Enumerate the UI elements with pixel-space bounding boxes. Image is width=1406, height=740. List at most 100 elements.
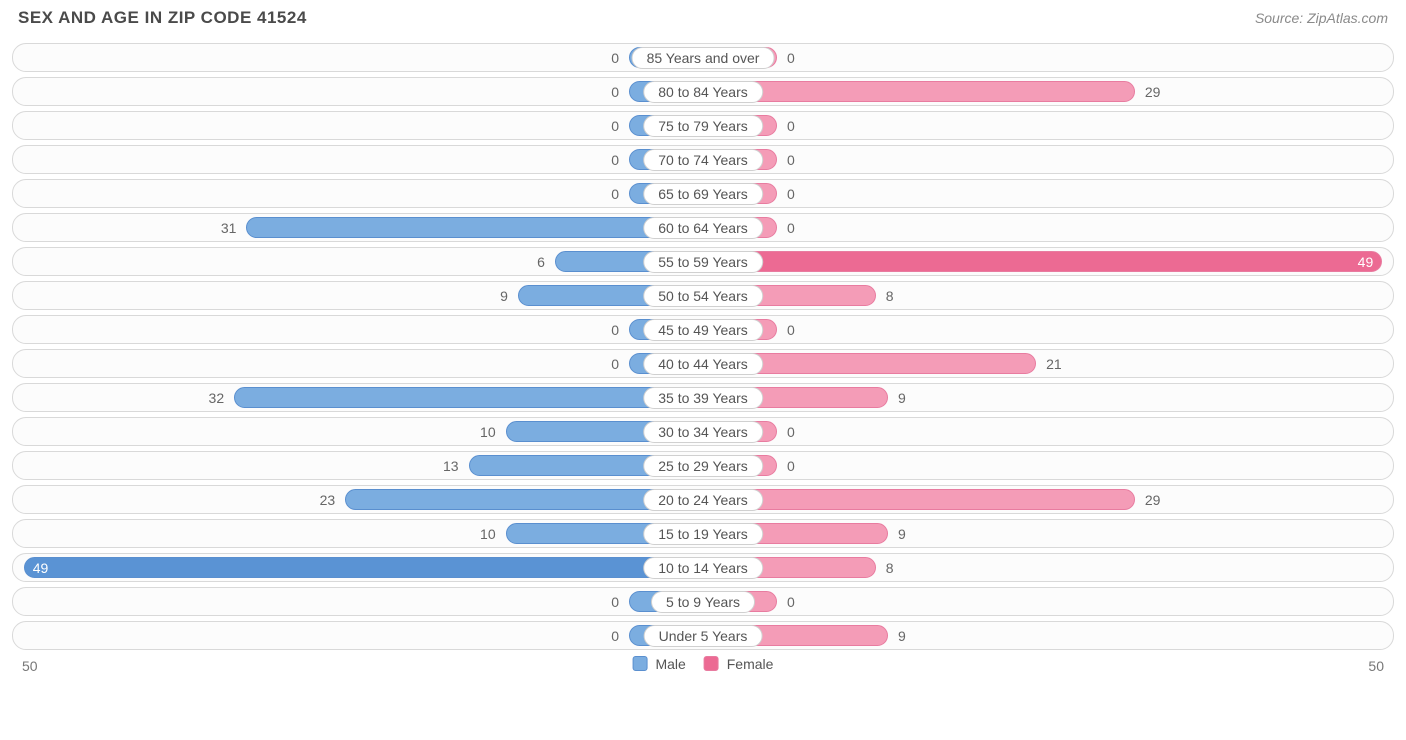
pyramid-row: 0 21 40 to 44 Years	[12, 349, 1394, 378]
male-bar	[246, 217, 703, 238]
category-label: Under 5 Years	[644, 625, 763, 647]
male-bar	[234, 387, 703, 408]
female-value: 8	[880, 554, 894, 581]
female-half: 0	[703, 112, 1393, 139]
female-value: 0	[781, 418, 795, 445]
category-label: 5 to 9 Years	[651, 591, 755, 613]
category-label: 85 Years and over	[632, 47, 775, 69]
female-bar	[703, 81, 1135, 102]
chart-title: SEX AND AGE IN ZIP CODE 41524	[18, 8, 307, 28]
chart-footer: 50 Male Female 50	[0, 656, 1406, 682]
male-value: 0	[611, 588, 625, 615]
pyramid-row: 31 0 60 to 64 Years	[12, 213, 1394, 242]
legend-female-label: Female	[727, 656, 774, 672]
pyramid-row: 10 0 30 to 34 Years	[12, 417, 1394, 446]
female-value: 29	[1139, 486, 1161, 513]
pyramid-row: 0085 Years and over	[12, 43, 1394, 72]
male-value: 0	[611, 622, 625, 649]
male-value: 0	[611, 44, 625, 71]
female-half: 0	[703, 180, 1393, 207]
male-half: 13	[13, 452, 703, 479]
category-label: 45 to 49 Years	[643, 319, 763, 341]
female-half: 49	[703, 248, 1393, 275]
category-label: 30 to 34 Years	[643, 421, 763, 443]
pyramid-row: 10 9 15 to 19 Years	[12, 519, 1394, 548]
male-half: 9	[13, 282, 703, 309]
pyramid-row: 0065 to 69 Years	[12, 179, 1394, 208]
pyramid-row: 0 29 80 to 84 Years	[12, 77, 1394, 106]
pyramid-row: 0 0 70 to 74 Years	[12, 145, 1394, 174]
category-label: 55 to 59 Years	[643, 251, 763, 273]
male-value: 10	[480, 520, 502, 547]
female-value: 0	[781, 146, 795, 173]
male-half: 0	[13, 180, 703, 207]
female-value: 0	[781, 452, 795, 479]
axis-max-right: 50	[1368, 658, 1384, 674]
pyramid-row: 005 to 9 Years	[12, 587, 1394, 616]
chart-header: SEX AND AGE IN ZIP CODE 41524 Source: Zi…	[0, 0, 1406, 38]
male-value: 31	[221, 214, 243, 241]
pyramid-row: 0 0 45 to 49 Years	[12, 315, 1394, 344]
female-value: 0	[781, 316, 795, 343]
male-half: 10	[13, 520, 703, 547]
female-value: 29	[1139, 78, 1161, 105]
female-value: 21	[1040, 350, 1062, 377]
female-half: 9	[703, 520, 1393, 547]
pyramid-row: 64955 to 59 Years	[12, 247, 1394, 276]
male-value: 23	[320, 486, 342, 513]
female-half: 0	[703, 316, 1393, 343]
male-half: 0	[13, 350, 703, 377]
male-half: 10	[13, 418, 703, 445]
male-half: 0	[13, 78, 703, 105]
female-value: 0	[781, 214, 795, 241]
female-half: 0	[703, 44, 1393, 71]
pyramid-row: 32 9 35 to 39 Years	[12, 383, 1394, 412]
female-value: 8	[880, 282, 894, 309]
male-value: 0	[611, 146, 625, 173]
chart-source: Source: ZipAtlas.com	[1255, 10, 1388, 26]
male-half: 0	[13, 146, 703, 173]
category-label: 50 to 54 Years	[643, 285, 763, 307]
female-half: 0	[703, 418, 1393, 445]
category-label: 40 to 44 Years	[643, 353, 763, 375]
legend-male-label: Male	[655, 656, 685, 672]
female-value: 9	[892, 520, 906, 547]
female-half: 0	[703, 146, 1393, 173]
legend-male: Male	[633, 656, 686, 672]
pyramid-row: 09Under 5 Years	[12, 621, 1394, 650]
female-value: 9	[892, 384, 906, 411]
male-half: 49	[13, 554, 703, 581]
male-half: 0	[13, 44, 703, 71]
category-label: 35 to 39 Years	[643, 387, 763, 409]
female-bar	[703, 251, 1382, 272]
female-half: 0	[703, 214, 1393, 241]
pyramid-row: 9 8 50 to 54 Years	[12, 281, 1394, 310]
category-label: 25 to 29 Years	[643, 455, 763, 477]
chart-container: SEX AND AGE IN ZIP CODE 41524 Source: Zi…	[0, 0, 1406, 688]
female-half: 29	[703, 486, 1393, 513]
female-half: 29	[703, 78, 1393, 105]
male-half: 31	[13, 214, 703, 241]
male-half: 0	[13, 316, 703, 343]
female-half: 0	[703, 452, 1393, 479]
male-value: 0	[611, 350, 625, 377]
pyramid-row: 13 0 25 to 29 Years	[12, 451, 1394, 480]
category-label: 70 to 74 Years	[643, 149, 763, 171]
male-half: 32	[13, 384, 703, 411]
male-value: 9	[500, 282, 514, 309]
chart-legend: Male Female	[633, 656, 774, 672]
category-label: 80 to 84 Years	[643, 81, 763, 103]
male-value: 13	[443, 452, 465, 479]
male-value: 49	[33, 554, 55, 581]
male-value: 0	[611, 316, 625, 343]
female-half: 8	[703, 282, 1393, 309]
male-value: 0	[611, 180, 625, 207]
male-half: 23	[13, 486, 703, 513]
female-half: 8	[703, 554, 1393, 581]
pyramid-row: 232920 to 24 Years	[12, 485, 1394, 514]
category-label: 60 to 64 Years	[643, 217, 763, 239]
category-label: 15 to 19 Years	[643, 523, 763, 545]
female-bar	[703, 489, 1135, 510]
female-half: 21	[703, 350, 1393, 377]
male-value: 0	[611, 112, 625, 139]
